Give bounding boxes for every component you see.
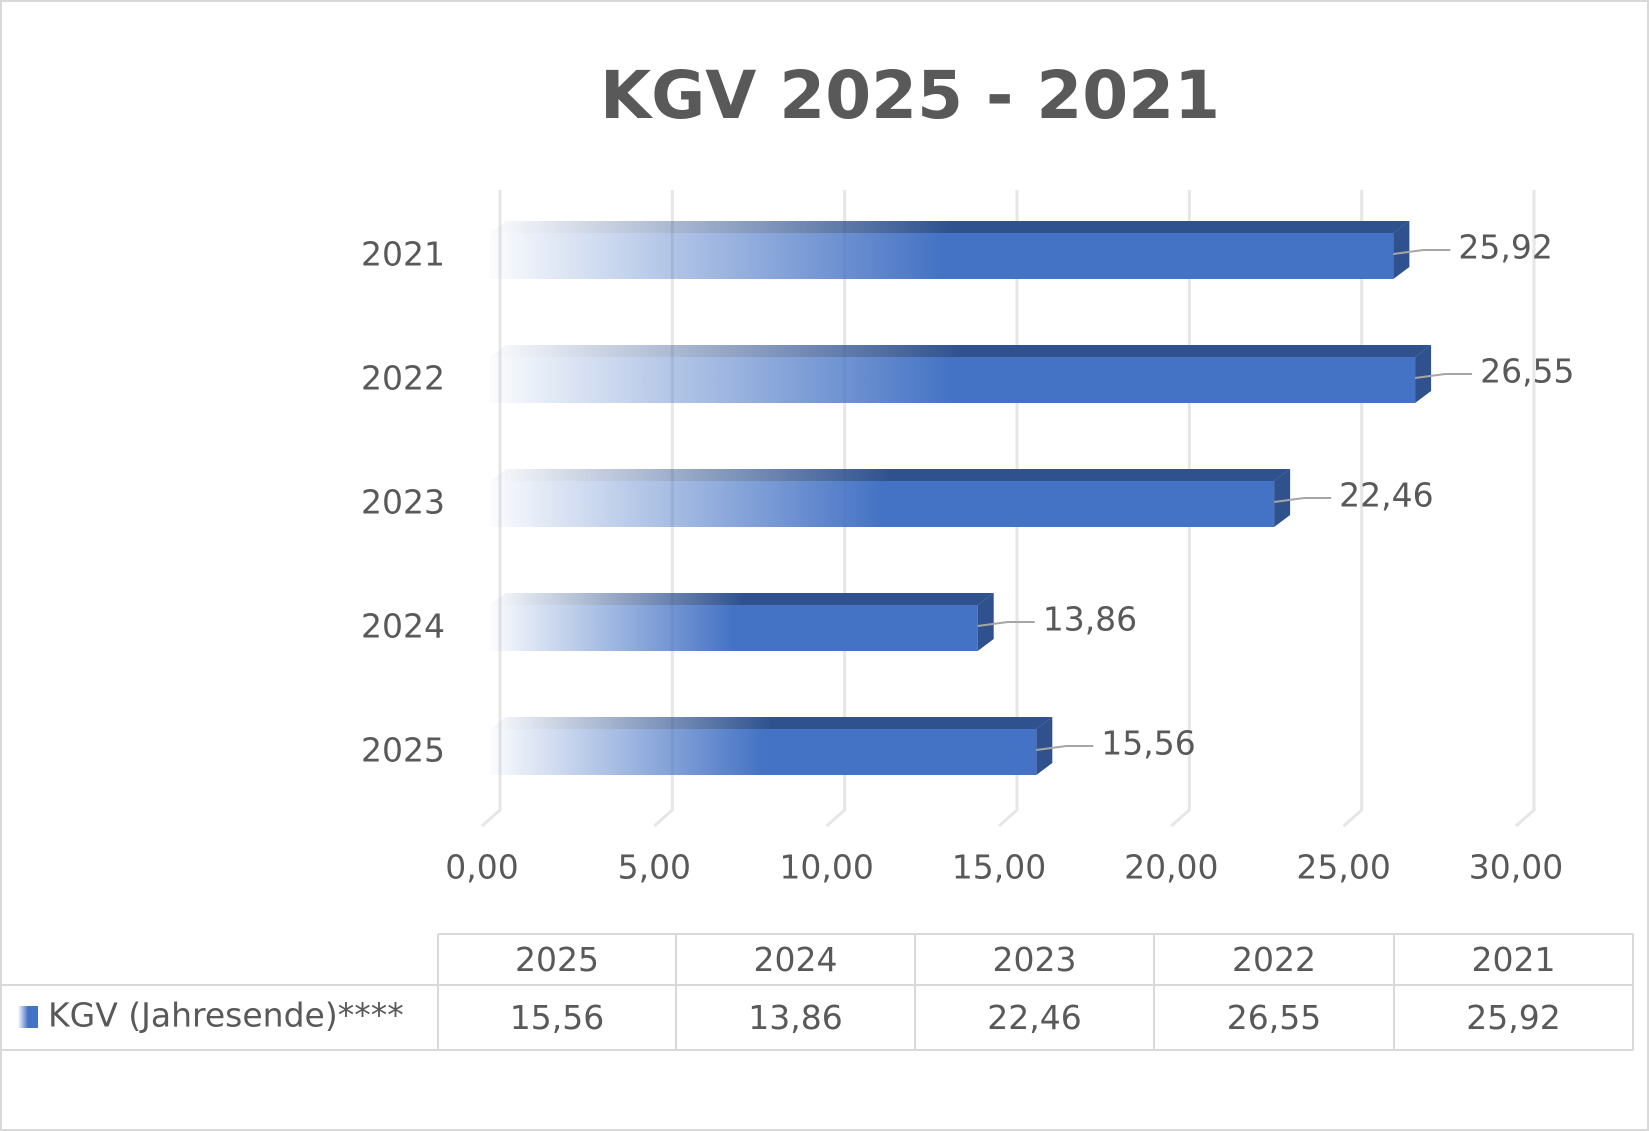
leader-line (1414, 373, 1473, 379)
x-tick-label: 25,00 (1296, 848, 1390, 887)
leader-line (977, 621, 1035, 627)
data-label: 25,92 (1458, 228, 1552, 267)
table-cell: 13,86 (748, 998, 842, 1037)
bar-top (490, 717, 1053, 729)
table-cell: 26,55 (1227, 998, 1321, 1037)
table-cell: 15,56 (510, 998, 604, 1037)
data-label: 26,55 (1480, 352, 1574, 391)
table-cell: 25,92 (1466, 998, 1560, 1037)
legend-key (18, 1006, 38, 1028)
bar-top (490, 593, 994, 605)
legend-label: KGV (Jahresende)**** (48, 996, 404, 1035)
y-tick-label: 2023 (361, 483, 445, 522)
table-header: 2023 (993, 940, 1077, 979)
table-header: 2025 (515, 940, 599, 979)
bar-side (1036, 717, 1053, 775)
bar (490, 605, 978, 651)
x-tick-label: 10,00 (779, 848, 873, 887)
grid-line (1515, 190, 1536, 828)
table-cell: 22,46 (987, 998, 1081, 1037)
x-tick-label: 5,00 (618, 848, 691, 887)
y-tick-label: 2021 (361, 235, 445, 274)
bar-side (1415, 345, 1432, 403)
data-label: 22,46 (1339, 476, 1433, 515)
bar-side (1393, 221, 1410, 279)
data-label: 15,56 (1101, 724, 1195, 763)
x-tick-label: 15,00 (952, 848, 1046, 887)
chart-title: KGV 2025 - 2021 (600, 57, 1220, 134)
bar (490, 729, 1037, 775)
x-tick-label: 0,00 (445, 848, 518, 887)
bar (490, 357, 1416, 403)
bar-top (490, 345, 1432, 357)
bar (490, 233, 1394, 279)
bar-side (977, 593, 994, 651)
table-header: 2022 (1232, 940, 1316, 979)
y-tick-label: 2024 (361, 607, 445, 646)
x-tick-label: 20,00 (1124, 848, 1218, 887)
x-tick-label: 30,00 (1469, 848, 1563, 887)
bar-top (490, 221, 1410, 233)
data-label: 13,86 (1043, 600, 1137, 639)
table-header: 2024 (754, 940, 838, 979)
table-header: 2021 (1472, 940, 1556, 979)
leader-line (1393, 249, 1451, 255)
leader-line (1036, 745, 1094, 751)
bar-side (1274, 469, 1291, 527)
bar-top (490, 469, 1291, 481)
y-tick-label: 2025 (361, 731, 445, 770)
y-tick-label: 2022 (361, 359, 445, 398)
leader-line (1273, 497, 1332, 503)
bar (490, 481, 1275, 527)
